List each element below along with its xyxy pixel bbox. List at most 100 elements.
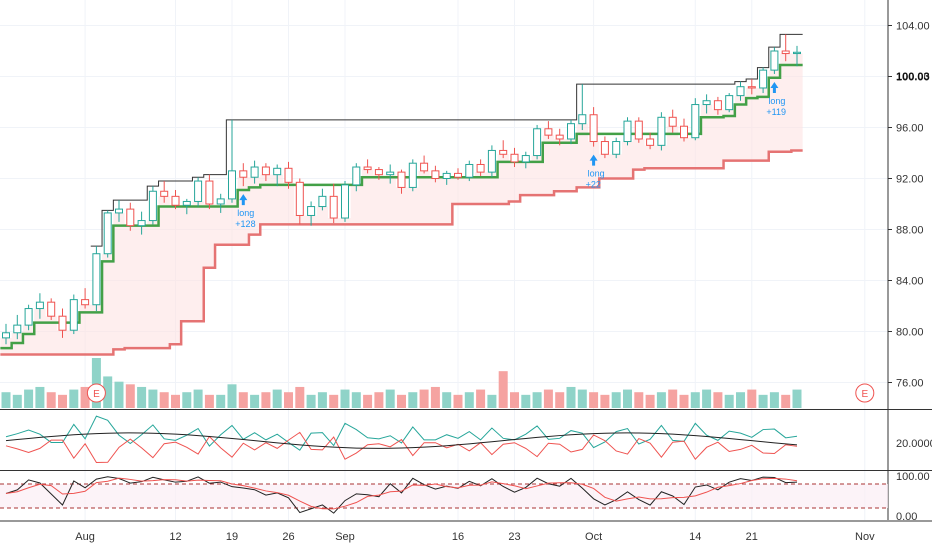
volume-bar bbox=[781, 394, 791, 408]
volume-bar bbox=[216, 394, 226, 408]
long-signal-label: long bbox=[237, 208, 254, 218]
volume-bar bbox=[193, 389, 203, 408]
candle-body bbox=[781, 50, 790, 55]
candle-body bbox=[668, 116, 677, 127]
volume-bar bbox=[159, 392, 169, 408]
volume-bar bbox=[690, 392, 700, 408]
long-arrow-icon bbox=[770, 81, 779, 93]
candle-body bbox=[341, 184, 349, 219]
volume-bar bbox=[261, 392, 271, 408]
candle-body bbox=[171, 195, 180, 206]
candle-body bbox=[2, 332, 10, 339]
volume-bar bbox=[724, 394, 734, 408]
time-tick-label: 16 bbox=[452, 531, 464, 543]
volume-bar bbox=[91, 358, 101, 408]
candle-body bbox=[465, 163, 474, 178]
volume-bar bbox=[566, 386, 576, 408]
volume-bar bbox=[656, 392, 666, 408]
candle-body bbox=[793, 51, 801, 55]
candle-body bbox=[487, 149, 496, 173]
candle-body bbox=[623, 120, 632, 143]
candle-body bbox=[35, 301, 44, 310]
earnings-marker[interactable] bbox=[86, 383, 106, 403]
candle-body bbox=[261, 166, 270, 176]
volume-bar bbox=[792, 389, 802, 408]
candle-body bbox=[713, 100, 722, 111]
volume-bar bbox=[600, 394, 610, 408]
candle-body bbox=[544, 128, 553, 136]
volume-bar bbox=[340, 389, 350, 408]
volume-bar bbox=[238, 392, 248, 408]
long-signal-label: long bbox=[768, 96, 785, 106]
volume-bar bbox=[736, 392, 745, 408]
candle-body bbox=[182, 200, 191, 206]
long-signal-value: +22 bbox=[586, 180, 601, 190]
price-tick-label: 84.00 bbox=[896, 276, 924, 288]
candle-body bbox=[431, 170, 440, 180]
long-signal-label: long bbox=[588, 169, 605, 179]
candle-body bbox=[148, 190, 157, 222]
candle-body bbox=[363, 166, 372, 171]
volume-bar bbox=[182, 392, 192, 408]
di-plus-line bbox=[5, 415, 798, 451]
candle-body bbox=[680, 125, 688, 139]
candle-body bbox=[646, 138, 655, 146]
time-tick-label: 26 bbox=[282, 531, 294, 543]
volume-bar bbox=[589, 392, 599, 408]
candle-body bbox=[194, 180, 203, 202]
candle-body bbox=[352, 166, 361, 186]
candle-body bbox=[589, 114, 598, 143]
candle-body bbox=[408, 162, 417, 188]
price-tick-label: 80.00 bbox=[896, 327, 924, 339]
earnings-label: E bbox=[93, 389, 100, 400]
candle-body bbox=[386, 171, 395, 176]
stoch-d-line bbox=[5, 477, 798, 510]
volume-bar bbox=[532, 392, 542, 408]
price-tick-label: 76.00 bbox=[896, 378, 924, 390]
adx-line bbox=[5, 432, 798, 449]
candle-body bbox=[499, 149, 508, 155]
volume-bar bbox=[634, 392, 644, 408]
candle-body bbox=[13, 324, 22, 334]
candle-body bbox=[239, 170, 248, 178]
volume-bar bbox=[476, 389, 486, 408]
candle-body bbox=[284, 167, 293, 183]
volume-bar bbox=[250, 394, 260, 408]
volume-bar bbox=[397, 394, 406, 408]
volume-bar bbox=[46, 392, 56, 408]
candle-body bbox=[747, 86, 756, 89]
volume-bar bbox=[12, 394, 22, 408]
candle-body bbox=[92, 253, 101, 306]
volume-bar bbox=[363, 394, 373, 408]
time-tick-label: 14 bbox=[689, 531, 701, 543]
volume-bar bbox=[645, 394, 655, 408]
long-signal-value: +128 bbox=[235, 219, 255, 229]
candle-body bbox=[657, 116, 666, 146]
panel2-tick-label: 0.00 bbox=[896, 511, 917, 523]
red-trailing-line bbox=[0, 149, 803, 356]
candle-body bbox=[578, 114, 587, 125]
volume-bar bbox=[148, 389, 158, 408]
price-tick-label: 92.00 bbox=[896, 174, 924, 186]
candle-body bbox=[115, 208, 123, 214]
volume-bar bbox=[453, 394, 463, 408]
volume-bar bbox=[284, 392, 293, 408]
volume-bar bbox=[543, 389, 553, 408]
volume-bar bbox=[611, 392, 621, 408]
volume-bar bbox=[24, 389, 34, 408]
candle-body bbox=[521, 155, 530, 163]
volume-bar bbox=[442, 392, 452, 408]
candle-body bbox=[216, 198, 225, 205]
volume-bar bbox=[577, 389, 587, 408]
stoch-band bbox=[0, 484, 888, 508]
candle-body bbox=[307, 206, 316, 216]
volume-bar bbox=[769, 392, 779, 408]
candle-body bbox=[103, 212, 112, 255]
candle-body bbox=[567, 123, 575, 140]
earnings-marker[interactable] bbox=[855, 383, 875, 403]
candle-body bbox=[329, 195, 338, 219]
candle-body bbox=[24, 308, 33, 326]
volume-bar bbox=[374, 392, 384, 408]
